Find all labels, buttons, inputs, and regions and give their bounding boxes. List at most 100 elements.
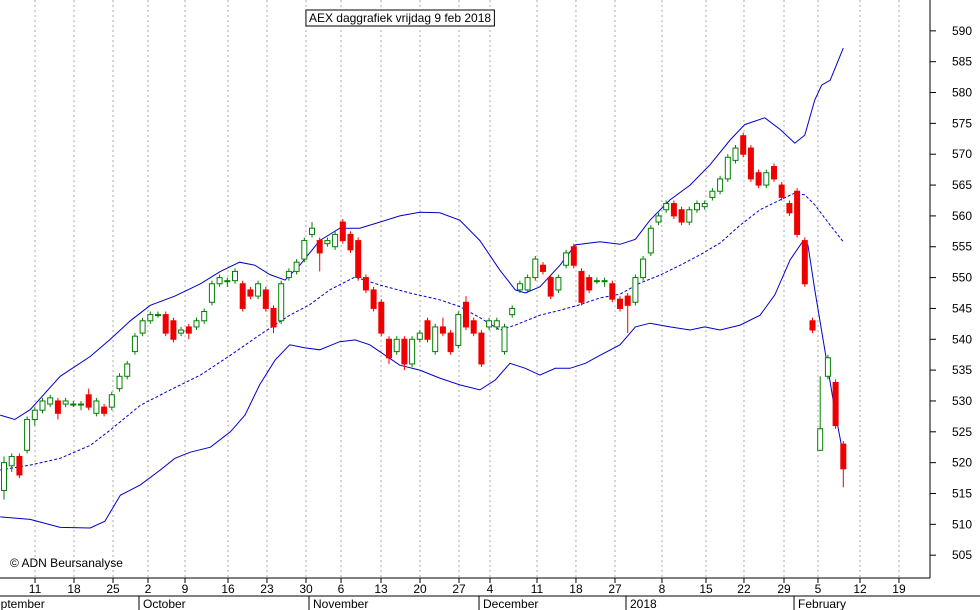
x-tick-label: 11 [531, 582, 544, 596]
x-tick-label: 23 [260, 582, 274, 596]
candle-body [93, 400, 100, 414]
x-tick-label: 8 [659, 582, 666, 596]
candle-body [840, 443, 847, 470]
y-tick-label: 575 [952, 116, 972, 130]
candle-body [817, 428, 824, 451]
y-tick-label: 550 [952, 271, 972, 285]
month-label: September [0, 597, 45, 610]
candle-body [116, 375, 123, 390]
candle-body [386, 338, 393, 359]
y-tick-label: 555 [952, 240, 972, 254]
candle-body [563, 252, 570, 266]
copyright: © ADN Beursanalyse [10, 556, 123, 570]
month-label: October [143, 597, 186, 610]
bollinger-band [0, 192, 844, 471]
candle-body [62, 400, 69, 405]
candle-body [493, 320, 500, 328]
candle-body [85, 394, 92, 408]
candle-body [647, 227, 654, 254]
candle-body [201, 311, 208, 322]
candle-body [463, 301, 470, 328]
y-tick-label: 515 [952, 486, 972, 500]
y-tick-label: 510 [952, 517, 972, 531]
candle-body [370, 289, 377, 309]
x-tick-label: 27 [608, 582, 622, 596]
candle-body [170, 320, 177, 340]
candle-body [355, 240, 362, 279]
x-tick-label: 18 [67, 582, 81, 596]
candle-body [586, 277, 593, 291]
candle-body [686, 209, 693, 223]
x-tick-label: 13 [374, 582, 388, 596]
candle-body [578, 270, 585, 303]
candle-body [509, 307, 516, 316]
candle-body [362, 277, 369, 291]
candle-body [216, 277, 223, 285]
candle-body [455, 314, 462, 346]
x-tick-label: 6 [338, 582, 345, 596]
candle-body [101, 406, 108, 414]
candle-body [162, 314, 169, 334]
candle-body [316, 240, 323, 254]
candle-body [486, 320, 493, 328]
candle-body [293, 261, 300, 272]
candle-body [717, 178, 724, 192]
y-tick-label: 540 [952, 332, 972, 346]
candle-body [31, 409, 38, 420]
candle-body [24, 418, 31, 451]
x-tick-label: 5 [815, 582, 822, 596]
candle-body [255, 283, 262, 297]
candle-body [247, 289, 254, 297]
candle-body [332, 233, 339, 248]
candle-body [570, 246, 577, 266]
candle-body [401, 338, 408, 365]
candle-body [601, 280, 608, 283]
candle-body [108, 394, 115, 408]
candle-body [301, 240, 308, 260]
month-label: November [313, 597, 368, 610]
candle-body [670, 203, 677, 217]
candle-body [409, 338, 416, 365]
x-tick-label: 16 [221, 582, 235, 596]
candle-body [832, 381, 839, 427]
candle-body [794, 190, 801, 235]
x-tick-label: 22 [737, 582, 751, 596]
candle-body [70, 403, 77, 406]
candle-body [632, 277, 639, 303]
month-label: December [483, 597, 538, 610]
candle-body [663, 203, 670, 211]
title-box [305, 9, 495, 27]
x-tick-label: 18 [569, 582, 583, 596]
candle-body [678, 209, 685, 223]
candle-body [262, 289, 269, 309]
candle-body [524, 277, 531, 291]
y-tick-label: 590 [952, 24, 972, 38]
y-tick-label: 545 [952, 301, 972, 315]
y-tick-label: 580 [952, 86, 972, 100]
candle-body [432, 326, 439, 353]
x-tick-label: 29 [777, 582, 791, 596]
y-tick-label: 585 [952, 55, 972, 69]
candle-body [609, 283, 616, 300]
bollinger-band [0, 242, 844, 529]
month-label: February [798, 597, 846, 610]
chart-title: AEX daggrafiek vrijdag 9 feb 2018 [309, 11, 491, 25]
candle-body [801, 240, 808, 285]
x-tick-label: 9 [182, 582, 189, 596]
candle-body [547, 277, 554, 297]
y-tick-label: 560 [952, 209, 972, 223]
candle-body [501, 326, 508, 353]
candle-body [740, 135, 747, 155]
candle-body [516, 283, 523, 291]
plot [0, 47, 847, 529]
candle-body [747, 147, 754, 180]
candle-body [8, 455, 15, 467]
y-tick-label: 505 [952, 548, 972, 562]
candle-body [778, 184, 785, 198]
y-tick-label: 535 [952, 363, 972, 377]
candle-body [593, 280, 600, 283]
x-tick-label: 30 [299, 582, 313, 596]
